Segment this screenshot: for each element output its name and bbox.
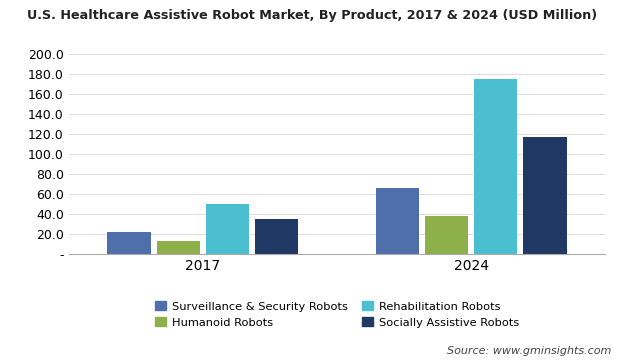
Text: U.S. Healthcare Assistive Robot Market, By Product, 2017 & 2024 (USD Million): U.S. Healthcare Assistive Robot Market, … (27, 9, 597, 22)
Bar (376, 188, 419, 254)
Bar (255, 219, 298, 254)
Bar (206, 204, 249, 254)
Bar (524, 137, 567, 254)
Bar (474, 79, 517, 254)
Bar (107, 232, 150, 254)
Legend: Surveillance & Security Robots, Humanoid Robots, Rehabilitation Robots, Socially: Surveillance & Security Robots, Humanoid… (152, 298, 522, 331)
Bar (157, 241, 200, 254)
Bar (425, 216, 468, 254)
Text: Source: www.gminsights.com: Source: www.gminsights.com (447, 346, 612, 356)
